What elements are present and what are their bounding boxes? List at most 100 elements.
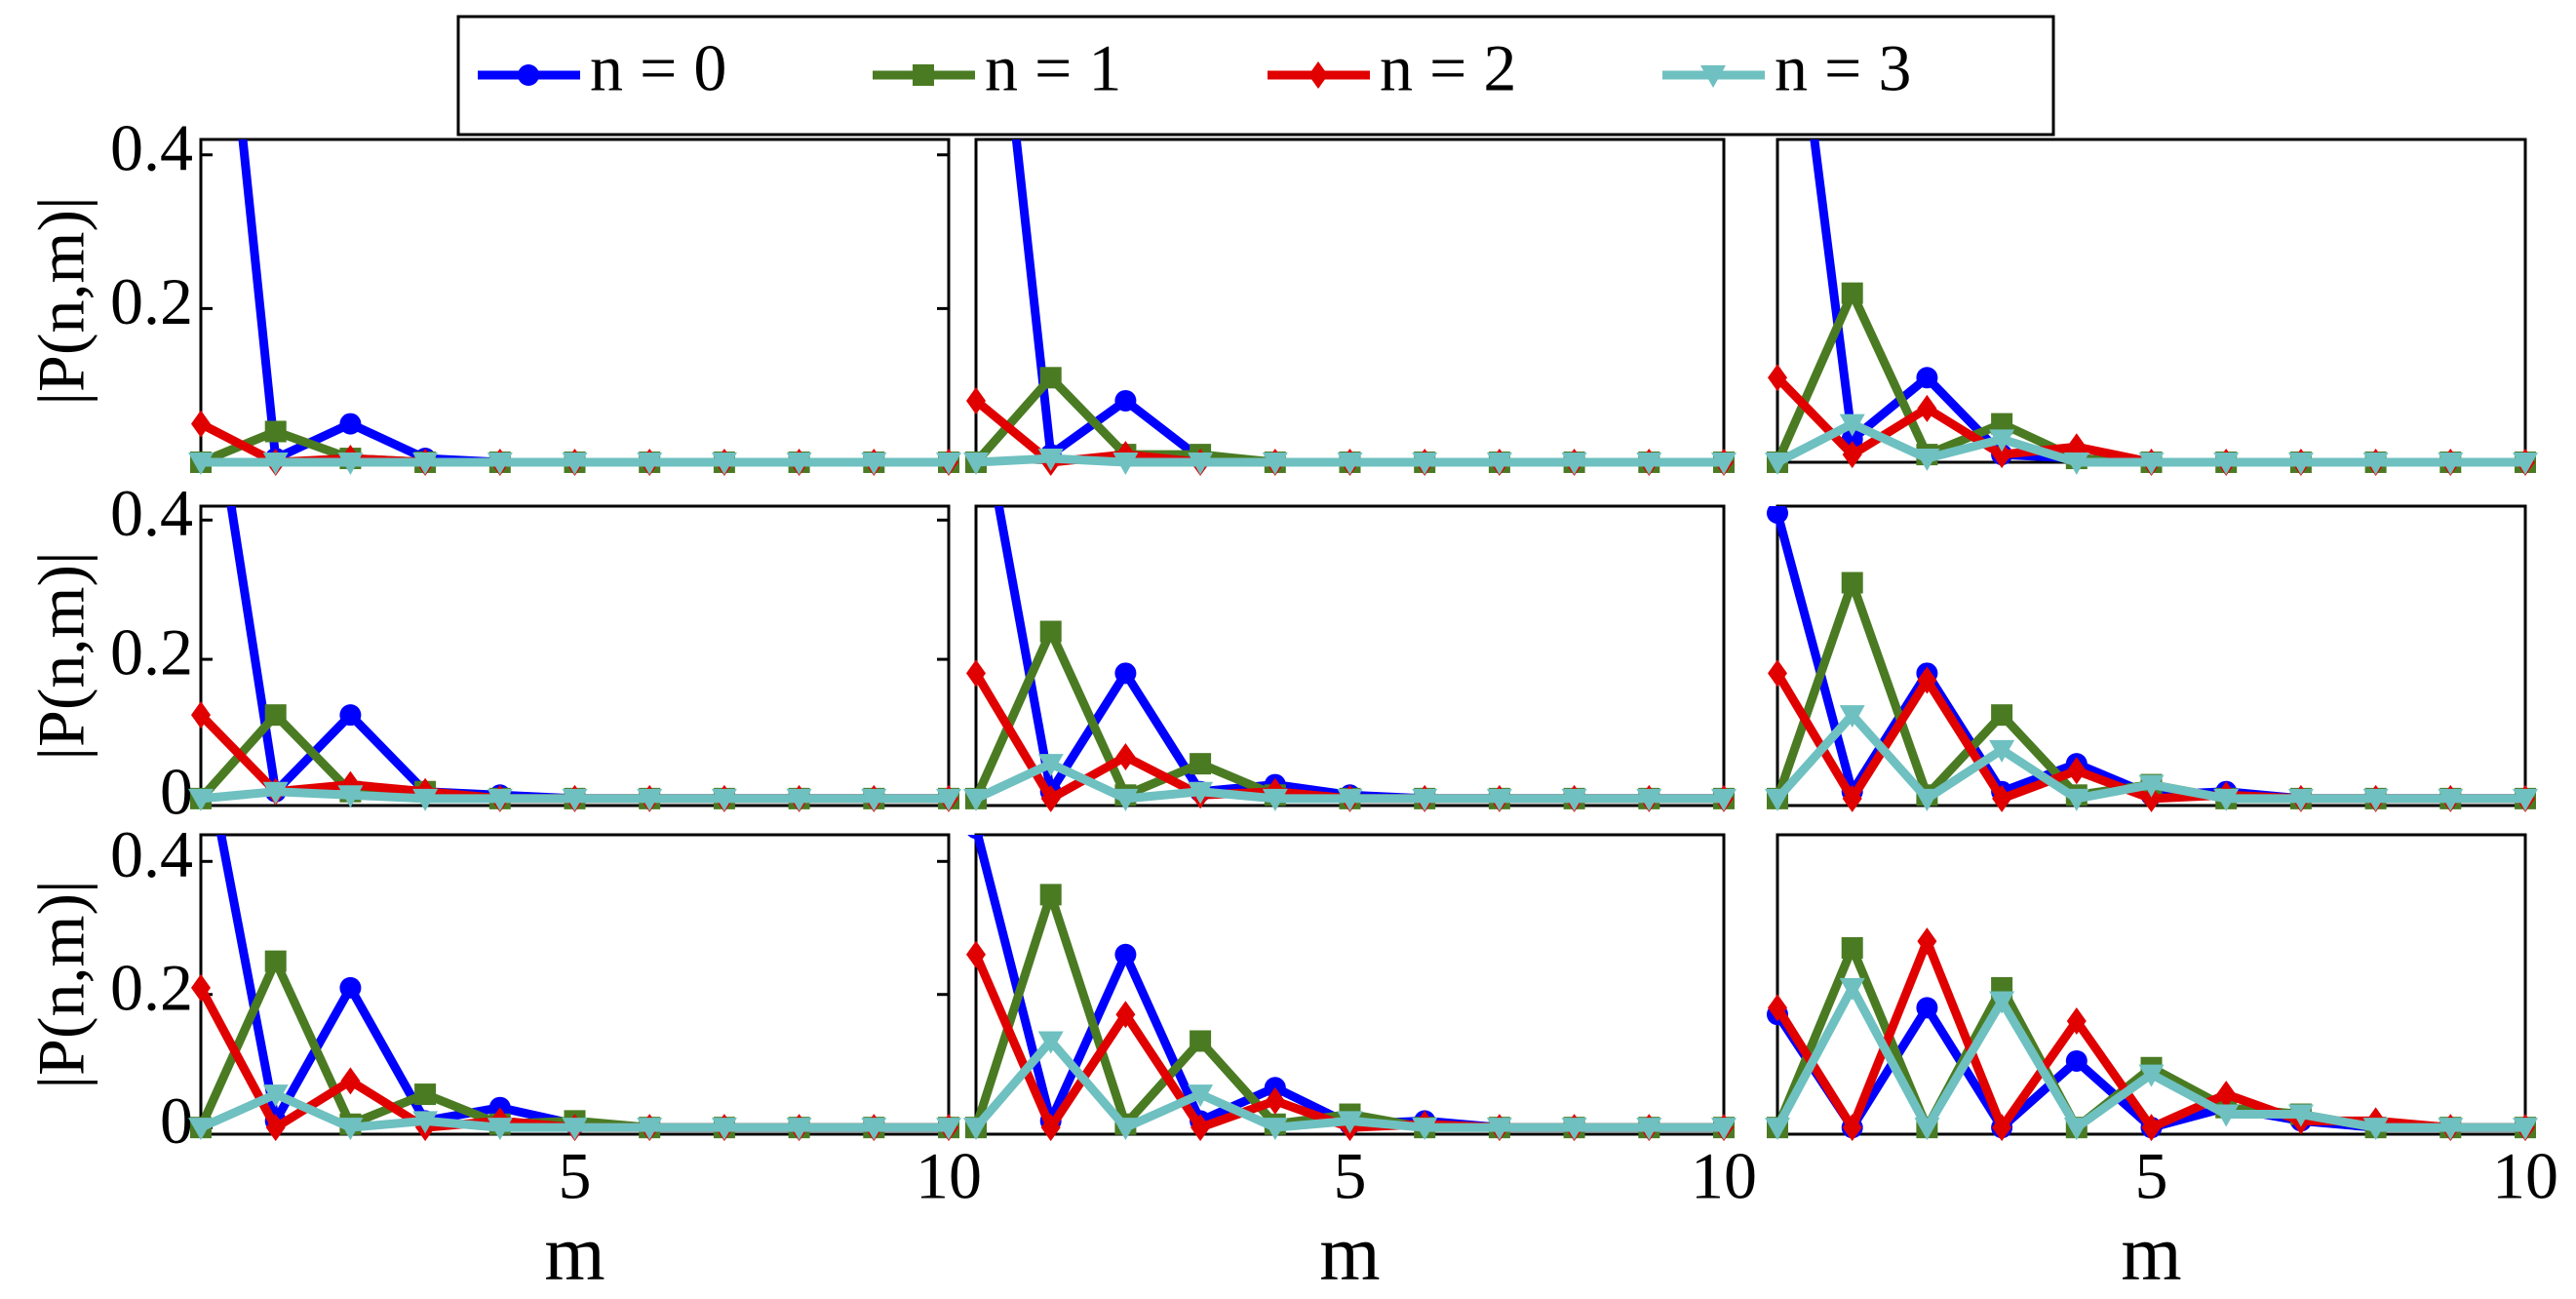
- marker: [339, 976, 362, 999]
- marker: [1037, 1031, 1064, 1054]
- x-tick-label: 5: [2135, 1139, 2168, 1213]
- marker: [2066, 757, 2087, 785]
- marker: [966, 940, 986, 968]
- marker: [2065, 1049, 2088, 1072]
- marker: [1412, 788, 1438, 811]
- marker: [562, 453, 588, 475]
- legend-label: n = 1: [985, 31, 1121, 105]
- plot-frame: [974, 504, 1726, 807]
- marker: [1115, 743, 1136, 771]
- marker: [1768, 364, 1787, 392]
- plot-area: [1765, 506, 2538, 812]
- marker: [2063, 788, 2089, 811]
- x-tick-label: 10: [2492, 1139, 2558, 1213]
- marker: [1262, 1118, 1288, 1141]
- plot-area: [1765, 927, 2538, 1142]
- marker: [2213, 1104, 2240, 1127]
- marker: [786, 1118, 812, 1141]
- marker: [2362, 1118, 2389, 1141]
- y-tick-label: 0: [160, 1083, 193, 1158]
- marker: [2362, 453, 2389, 475]
- marker: [1992, 784, 2012, 812]
- x-tick-label: 5: [559, 1139, 592, 1213]
- marker: [1711, 788, 1737, 811]
- marker: [2287, 788, 2314, 811]
- marker: [1412, 1118, 1438, 1141]
- marker: [2513, 1118, 2538, 1141]
- marker: [340, 1067, 361, 1095]
- marker: [2287, 453, 2314, 475]
- plot-frame: [199, 138, 951, 464]
- marker: [264, 950, 287, 972]
- marker: [262, 781, 289, 805]
- marker: [1114, 662, 1137, 685]
- marker: [191, 973, 211, 1002]
- marker: [487, 1118, 513, 1141]
- marker: [861, 453, 887, 475]
- plot-area: [188, 139, 961, 476]
- marker: [1991, 413, 2013, 435]
- marker: [936, 1118, 961, 1141]
- marker: [1112, 1118, 1139, 1141]
- marker: [963, 788, 989, 811]
- marker: [1636, 1118, 1662, 1141]
- marker: [1486, 1118, 1512, 1141]
- marker: [1114, 943, 1137, 965]
- marker: [487, 788, 513, 811]
- plot-frame: [199, 833, 951, 1136]
- y-tick-label: 0.4: [110, 476, 193, 550]
- marker: [966, 659, 986, 688]
- marker: [1636, 453, 1662, 475]
- y-axis-label: |P(n,m)|: [24, 551, 98, 760]
- legend-box: [456, 15, 2055, 137]
- marker: [265, 1114, 286, 1142]
- x-axis-label: m: [1319, 1210, 1380, 1296]
- plot-area: [1765, 139, 2538, 476]
- marker: [1768, 659, 1787, 688]
- marker: [1188, 781, 1214, 805]
- x-axis-label: m: [544, 1210, 605, 1296]
- marker: [1486, 788, 1512, 811]
- marker: [262, 453, 289, 475]
- marker: [936, 788, 961, 811]
- marker: [1112, 788, 1139, 811]
- x-tick-label: 5: [1334, 1139, 1367, 1213]
- marker: [963, 1118, 989, 1141]
- marker: [1839, 413, 1865, 437]
- marker: [562, 788, 588, 811]
- legend-label: n = 3: [1775, 31, 1911, 105]
- marker: [1337, 1111, 1363, 1134]
- marker: [264, 420, 287, 443]
- marker: [1765, 1118, 1790, 1141]
- marker: [2141, 784, 2162, 812]
- marker: [1412, 453, 1438, 475]
- marker: [1700, 65, 1726, 88]
- marker: [2213, 453, 2240, 475]
- marker: [1337, 788, 1363, 811]
- marker: [2513, 453, 2538, 475]
- marker: [1765, 788, 1790, 811]
- marker: [963, 453, 989, 475]
- marker: [339, 413, 362, 435]
- marker: [861, 788, 887, 811]
- marker: [1989, 991, 2015, 1014]
- marker: [1112, 453, 1139, 475]
- plot-area: [188, 835, 961, 1142]
- marker: [1992, 441, 2012, 469]
- marker: [1561, 1118, 1587, 1141]
- marker: [2438, 788, 2464, 811]
- marker: [262, 1084, 289, 1108]
- marker: [1039, 884, 1062, 906]
- marker: [1917, 394, 1937, 422]
- plot-frame: [199, 504, 951, 807]
- marker: [1841, 936, 1863, 959]
- marker: [1914, 788, 1940, 811]
- marker: [1842, 784, 1862, 812]
- marker: [1711, 453, 1737, 475]
- marker: [1188, 453, 1214, 475]
- marker: [191, 410, 211, 438]
- marker: [786, 788, 812, 811]
- y-tick-label: 0.2: [110, 615, 193, 689]
- y-tick-label: 0.2: [110, 264, 193, 338]
